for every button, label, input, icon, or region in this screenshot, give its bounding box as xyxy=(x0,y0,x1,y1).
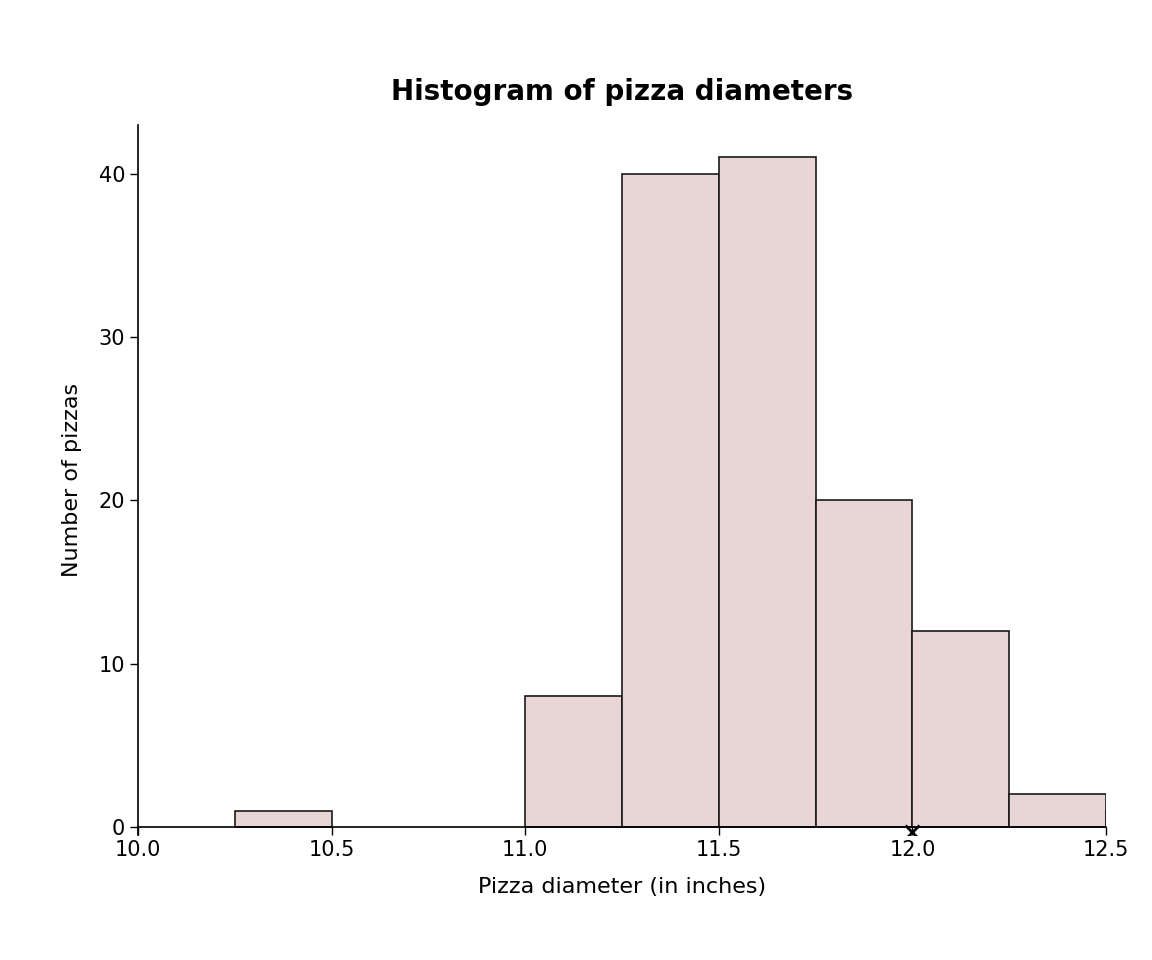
Bar xyxy=(1106,810,1152,827)
Bar xyxy=(912,631,1009,827)
Bar xyxy=(816,500,912,827)
Y-axis label: Number of pizzas: Number of pizzas xyxy=(62,383,82,577)
Bar xyxy=(235,810,332,827)
Bar xyxy=(1009,794,1106,827)
Bar xyxy=(525,696,622,827)
Bar xyxy=(719,157,816,827)
X-axis label: Pizza diameter (in inches): Pizza diameter (in inches) xyxy=(478,876,766,897)
Title: Histogram of pizza diameters: Histogram of pizza diameters xyxy=(391,78,854,106)
Bar xyxy=(622,174,719,827)
